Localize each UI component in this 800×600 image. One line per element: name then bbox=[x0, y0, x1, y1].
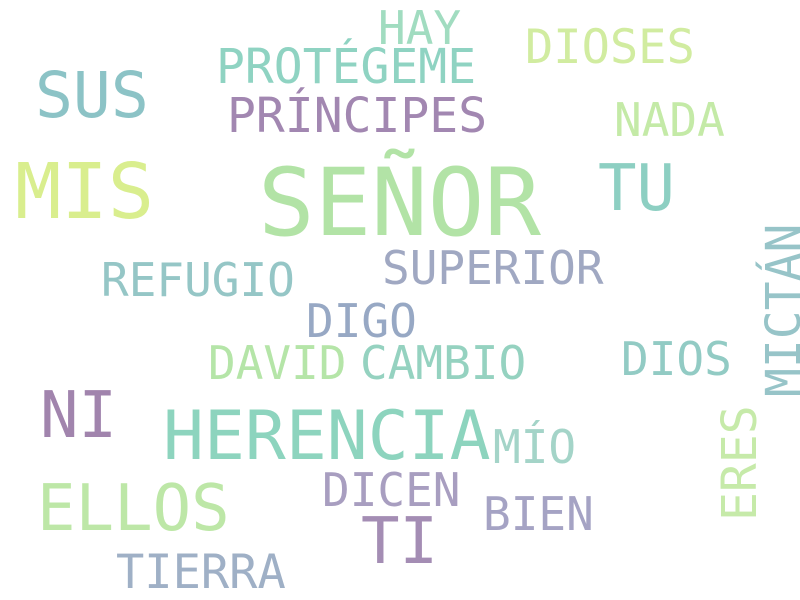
word-senor: SEÑOR bbox=[258, 149, 541, 258]
word-superior: SUPERIOR bbox=[382, 241, 604, 295]
word-mictan: MICTÁN bbox=[756, 223, 800, 397]
word-tierra: TIERRA bbox=[116, 545, 286, 600]
word-principes: PRÍNCIPES bbox=[227, 88, 488, 144]
word-ti: TI bbox=[361, 505, 439, 579]
word-mis: MIS bbox=[15, 148, 155, 237]
word-digo: DIGO bbox=[306, 294, 417, 348]
word-sus: SUS bbox=[35, 59, 149, 132]
word-david: DAVID bbox=[208, 336, 347, 390]
word-ellos: ELLOS bbox=[37, 472, 230, 546]
word-dicen: DICEN bbox=[322, 463, 461, 517]
word-hay: HAY bbox=[378, 1, 462, 55]
word-ni: NI bbox=[40, 379, 118, 453]
word-tu: TU bbox=[598, 152, 676, 226]
word-dioses: DIOSES bbox=[525, 20, 695, 75]
word-eres: ERES bbox=[712, 405, 768, 521]
word-protegeme: PROTÉGEME bbox=[216, 39, 477, 95]
word-bien: BIEN bbox=[483, 487, 594, 541]
word-refugio: REFUGIO bbox=[101, 253, 295, 307]
word-dios: DIOS bbox=[621, 332, 732, 386]
word-herencia: HERENCIA bbox=[163, 397, 491, 476]
word-cambio: CAMBIO bbox=[360, 336, 527, 390]
word-nada: NADA bbox=[614, 93, 725, 147]
word-mio: MÍO bbox=[493, 420, 577, 474]
